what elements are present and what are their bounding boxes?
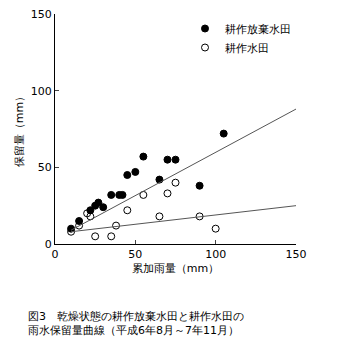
svg-text:150: 150 (286, 248, 307, 261)
svg-text:150: 150 (31, 8, 52, 21)
svg-text:0: 0 (45, 238, 52, 251)
svg-text:100: 100 (205, 248, 226, 261)
svg-text:0: 0 (52, 248, 59, 261)
svg-text:耕作放棄水田: 耕作放棄水田 (225, 23, 291, 36)
svg-text:100: 100 (31, 85, 52, 98)
svg-text:50: 50 (38, 161, 52, 174)
svg-text:図3 乾燥状態の耕作放棄水田と耕作水田の雨水保留量曲線（平成: 図3 乾燥状態の耕作放棄水田と耕作水田の雨水保留量曲線（平成6年8月～7年11月… (28, 310, 244, 337)
svg-text:保留量（mm）: 保留量（mm） (13, 91, 26, 167)
svg-text:累加雨量（mm）: 累加雨量（mm） (132, 262, 219, 275)
svg-text:耕作水田: 耕作水田 (225, 42, 269, 55)
svg-text:50: 50 (128, 248, 142, 261)
